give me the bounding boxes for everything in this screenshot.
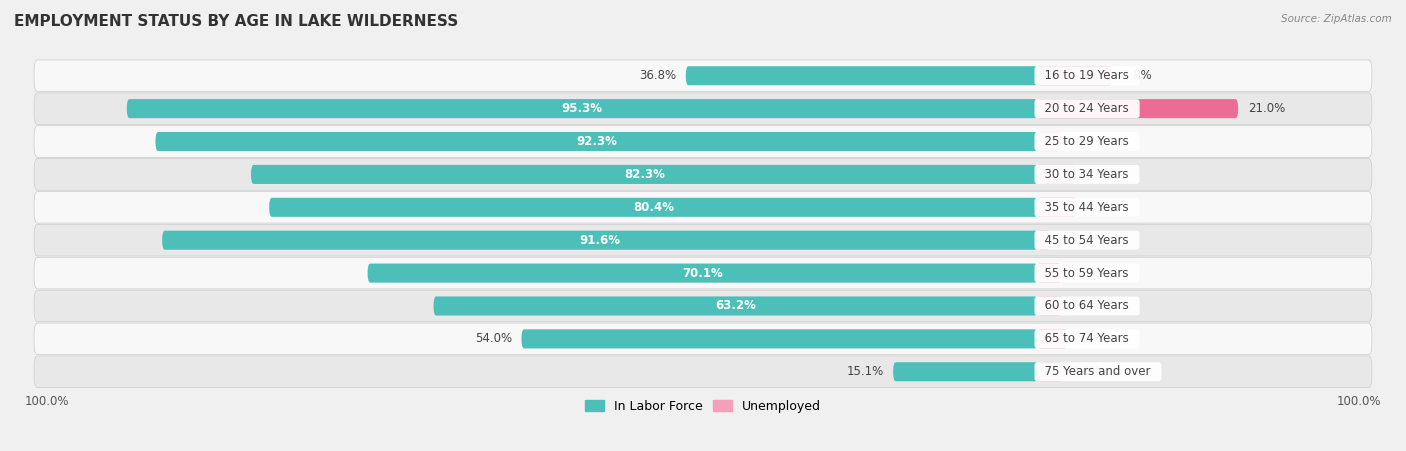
Text: 1.3%: 1.3% [1060,234,1090,247]
FancyBboxPatch shape [367,263,1038,283]
Text: 82.3%: 82.3% [624,168,665,181]
Text: 21.0%: 21.0% [1247,102,1285,115]
FancyBboxPatch shape [433,296,1038,316]
Text: 16 to 19 Years: 16 to 19 Years [1038,69,1137,82]
Text: 91.6%: 91.6% [579,234,620,247]
Text: 75 Years and over: 75 Years and over [1038,365,1159,378]
FancyBboxPatch shape [34,225,1372,256]
FancyBboxPatch shape [1038,99,1239,118]
FancyBboxPatch shape [1038,165,1076,184]
FancyBboxPatch shape [34,290,1372,322]
Text: 0.0%: 0.0% [1071,135,1101,148]
Text: 55 to 59 Years: 55 to 59 Years [1038,267,1136,280]
Legend: In Labor Force, Unemployed: In Labor Force, Unemployed [581,395,825,418]
FancyBboxPatch shape [34,356,1372,387]
FancyBboxPatch shape [34,126,1372,157]
FancyBboxPatch shape [34,258,1372,289]
Text: 80.4%: 80.4% [633,201,673,214]
Text: 54.0%: 54.0% [475,332,512,345]
Text: 100.0%: 100.0% [24,396,69,409]
Text: 4.0%: 4.0% [1085,168,1115,181]
Text: 100.0%: 100.0% [1337,396,1382,409]
Text: 36.8%: 36.8% [640,69,676,82]
FancyBboxPatch shape [34,192,1372,223]
Text: Source: ZipAtlas.com: Source: ZipAtlas.com [1281,14,1392,23]
FancyBboxPatch shape [34,159,1372,190]
FancyBboxPatch shape [1038,230,1050,250]
Text: 60 to 64 Years: 60 to 64 Years [1038,299,1136,313]
FancyBboxPatch shape [1038,362,1062,381]
FancyBboxPatch shape [252,165,1038,184]
FancyBboxPatch shape [269,198,1038,217]
Text: 35 to 44 Years: 35 to 44 Years [1038,201,1136,214]
FancyBboxPatch shape [34,60,1372,92]
Text: 20 to 24 Years: 20 to 24 Years [1038,102,1136,115]
Text: 0.0%: 0.0% [1071,267,1101,280]
Text: EMPLOYMENT STATUS BY AGE IN LAKE WILDERNESS: EMPLOYMENT STATUS BY AGE IN LAKE WILDERN… [14,14,458,28]
Text: 95.3%: 95.3% [561,102,603,115]
Text: 0.0%: 0.0% [1071,365,1101,378]
FancyBboxPatch shape [34,93,1372,124]
FancyBboxPatch shape [686,66,1038,85]
FancyBboxPatch shape [1038,296,1062,316]
Text: 92.3%: 92.3% [576,135,617,148]
Text: 3.1%: 3.1% [1077,332,1107,345]
Text: 4.1%: 4.1% [1087,201,1116,214]
FancyBboxPatch shape [1038,198,1077,217]
FancyBboxPatch shape [1038,263,1062,283]
Text: 15.1%: 15.1% [846,365,883,378]
FancyBboxPatch shape [522,329,1038,349]
Text: 63.2%: 63.2% [716,299,756,313]
FancyBboxPatch shape [1038,132,1062,151]
FancyBboxPatch shape [1038,329,1067,349]
Text: 0.0%: 0.0% [1071,299,1101,313]
Text: 7.8%: 7.8% [1122,69,1152,82]
Text: 30 to 34 Years: 30 to 34 Years [1038,168,1136,181]
Text: 70.1%: 70.1% [682,267,723,280]
Text: 45 to 54 Years: 45 to 54 Years [1038,234,1136,247]
Text: 65 to 74 Years: 65 to 74 Years [1038,332,1136,345]
FancyBboxPatch shape [34,323,1372,354]
Text: 25 to 29 Years: 25 to 29 Years [1038,135,1136,148]
FancyBboxPatch shape [1038,66,1112,85]
FancyBboxPatch shape [127,99,1038,118]
FancyBboxPatch shape [162,230,1038,250]
FancyBboxPatch shape [893,362,1038,381]
FancyBboxPatch shape [156,132,1038,151]
